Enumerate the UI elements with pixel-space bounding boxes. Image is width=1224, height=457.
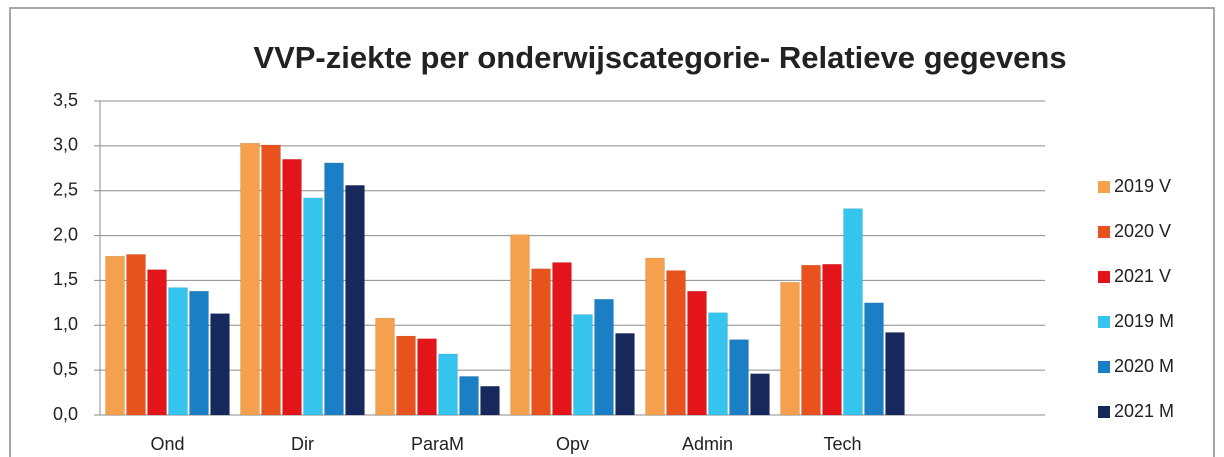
bar	[531, 268, 551, 416]
bar	[822, 264, 842, 416]
x-tick-label: Ond	[150, 434, 184, 454]
y-tick-label: 0,5	[53, 359, 78, 379]
bar	[189, 290, 209, 416]
bar	[147, 269, 167, 416]
bar	[864, 302, 884, 416]
bar	[375, 317, 395, 416]
bar	[552, 262, 572, 416]
legend-label: 2021 M	[1114, 401, 1174, 421]
bar	[510, 234, 530, 416]
bar	[438, 353, 458, 416]
legend-swatch	[1098, 316, 1110, 328]
bar	[666, 270, 686, 416]
legend-swatch	[1098, 271, 1110, 283]
y-tick-label: 3,0	[53, 135, 78, 155]
bar	[282, 159, 302, 416]
y-tick-label: 2,5	[53, 179, 78, 199]
legend-label: 2020 V	[1114, 221, 1171, 241]
bar	[708, 312, 728, 416]
y-tick-label: 1,0	[53, 314, 78, 334]
x-tick-label: Dir	[291, 434, 314, 454]
bar	[324, 162, 344, 416]
bar	[303, 197, 323, 416]
legend-swatch	[1098, 226, 1110, 238]
x-tick-label: Admin	[682, 434, 733, 454]
bar	[261, 144, 281, 416]
x-tick-label: Tech	[823, 434, 861, 454]
y-tick-label: 2,0	[53, 224, 78, 244]
bar	[729, 339, 749, 416]
y-tick-label: 0,0	[53, 404, 78, 424]
bar	[240, 142, 260, 416]
bar	[615, 333, 635, 416]
bar	[459, 376, 479, 416]
y-tick-label: 3,5	[53, 90, 78, 110]
bar	[417, 338, 437, 416]
bar	[843, 208, 863, 416]
bar	[105, 255, 125, 416]
chart-title: VVP-ziekte per onderwijscategorie- Relat…	[253, 40, 1066, 75]
bar	[210, 313, 230, 416]
x-tick-label: Opv	[556, 434, 589, 454]
legend-label: 2019 M	[1114, 311, 1174, 331]
legend-label: 2020 M	[1114, 356, 1174, 376]
bar	[345, 185, 365, 416]
bar	[687, 290, 707, 416]
legend-swatch	[1098, 406, 1110, 418]
bar	[801, 264, 821, 416]
bar	[780, 281, 800, 416]
bar	[750, 373, 770, 416]
bar	[168, 287, 188, 416]
y-tick-label: 1,5	[53, 269, 78, 289]
legend-label: 2021 V	[1114, 266, 1171, 286]
legend-swatch	[1098, 181, 1110, 193]
bar	[573, 314, 593, 416]
x-tick-label: ParaM	[411, 434, 464, 454]
bar	[594, 299, 614, 416]
legend-swatch	[1098, 361, 1110, 373]
bar	[396, 335, 416, 416]
legend-label: 2019 V	[1114, 176, 1171, 196]
bar	[480, 386, 500, 416]
bar	[126, 254, 146, 416]
bar	[885, 332, 905, 416]
bar	[645, 257, 665, 416]
